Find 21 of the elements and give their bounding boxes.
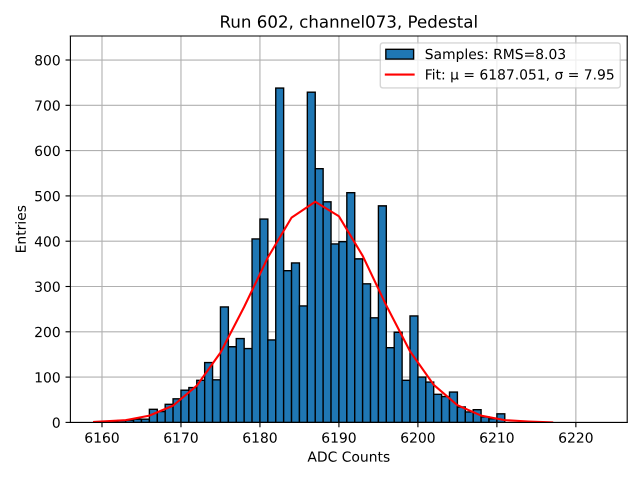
y-tick-label: 500 — [35, 190, 60, 202]
x-tick-label: 6220 — [559, 432, 593, 443]
x-tick-label: 6200 — [401, 432, 435, 443]
y-tick-label: 800 — [35, 54, 60, 66]
x-tick-label: 6190 — [322, 432, 356, 443]
legend-label: Samples: RMS=8.03 — [426, 48, 566, 62]
x-tick-label: 6170 — [164, 432, 198, 443]
y-axis-title: Entries — [15, 206, 26, 252]
legend-label: Fit: μ = 6187.051, σ = 7.95 — [426, 68, 614, 82]
y-tick-label: 0 — [52, 417, 60, 428]
y-tick-label: 400 — [34, 236, 60, 247]
y-tick-label: 300 — [35, 281, 60, 292]
y-tick-label: 200 — [35, 326, 60, 338]
chart-title: Run 602, channel073, Pedestal — [221, 15, 477, 30]
x-tick-label: 6160 — [85, 432, 119, 443]
x-axis-title: ADC Counts — [308, 451, 390, 462]
y-tick-label: 700 — [35, 100, 60, 111]
x-tick-label: 6210 — [480, 432, 514, 443]
x-tick-label: 6180 — [243, 432, 277, 443]
y-tick-label: 600 — [35, 146, 60, 156]
y-tick-label: 100 — [36, 372, 60, 383]
